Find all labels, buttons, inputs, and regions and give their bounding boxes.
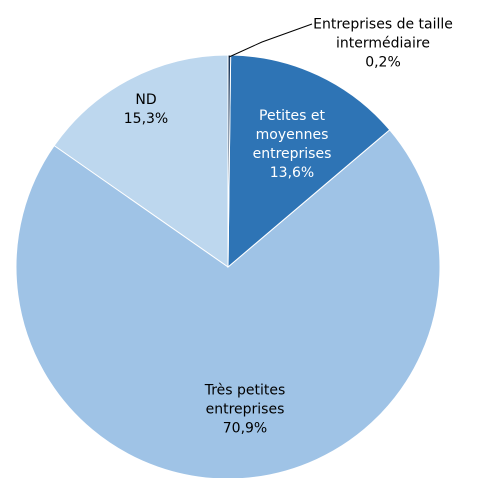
slice-label: Petites et moyennes entreprises 13,6%	[237, 107, 347, 183]
slice-label: ND 15,3%	[106, 91, 186, 129]
value-label: 0,2%	[365, 54, 401, 71]
slice-label: Très petites entreprises 70,9%	[180, 382, 310, 439]
value-label: 70,9%	[222, 420, 268, 437]
pie-slice	[227, 54, 232, 268]
pie-slice	[227, 54, 391, 269]
slice-label: Entreprises de taille intermédiaire 0,2%	[293, 16, 473, 73]
pie-slice	[53, 54, 229, 268]
value-label: 15,3%	[123, 111, 169, 127]
category-label: Petites et moyennes entreprises	[252, 108, 332, 162]
category-label: Entreprises de taille intermédiaire	[313, 16, 453, 52]
leader-line	[228, 23, 313, 58]
category-label: Très petites entreprises	[204, 382, 286, 418]
pie-slice	[15, 129, 441, 478]
value-label: 13,6%	[269, 165, 315, 181]
category-label: ND	[135, 92, 157, 108]
